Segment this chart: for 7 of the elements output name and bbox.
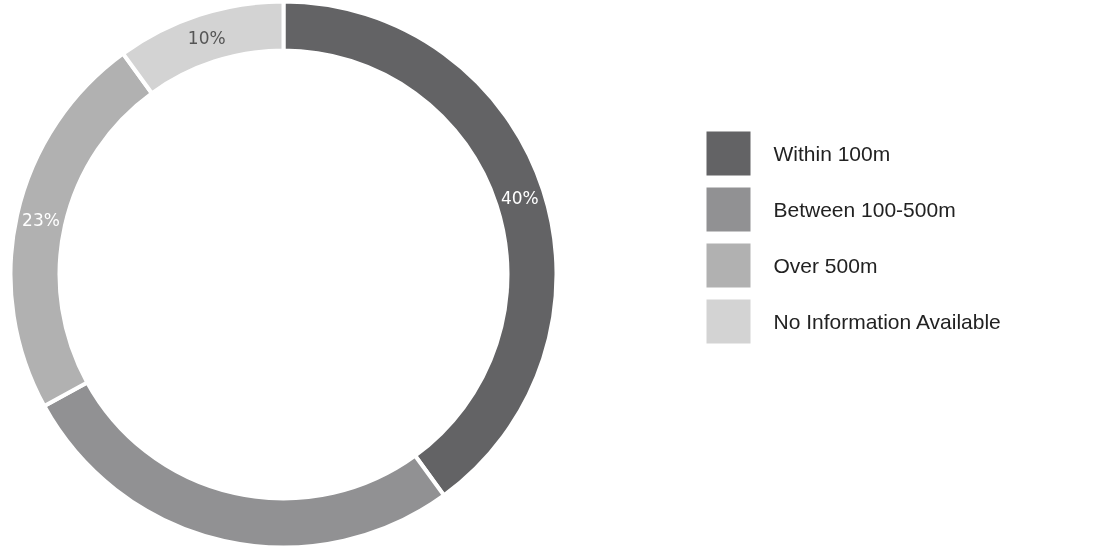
data-label: 10%: [187, 28, 226, 49]
data-label: 23%: [22, 210, 60, 231]
legend-label: Over 500m: [773, 254, 878, 277]
legend-label: No Information Available: [773, 310, 1001, 333]
legend-label: Between 100-500m: [773, 198, 956, 221]
data-label: 40%: [500, 187, 539, 208]
legend-label: Within 100m: [773, 142, 891, 165]
